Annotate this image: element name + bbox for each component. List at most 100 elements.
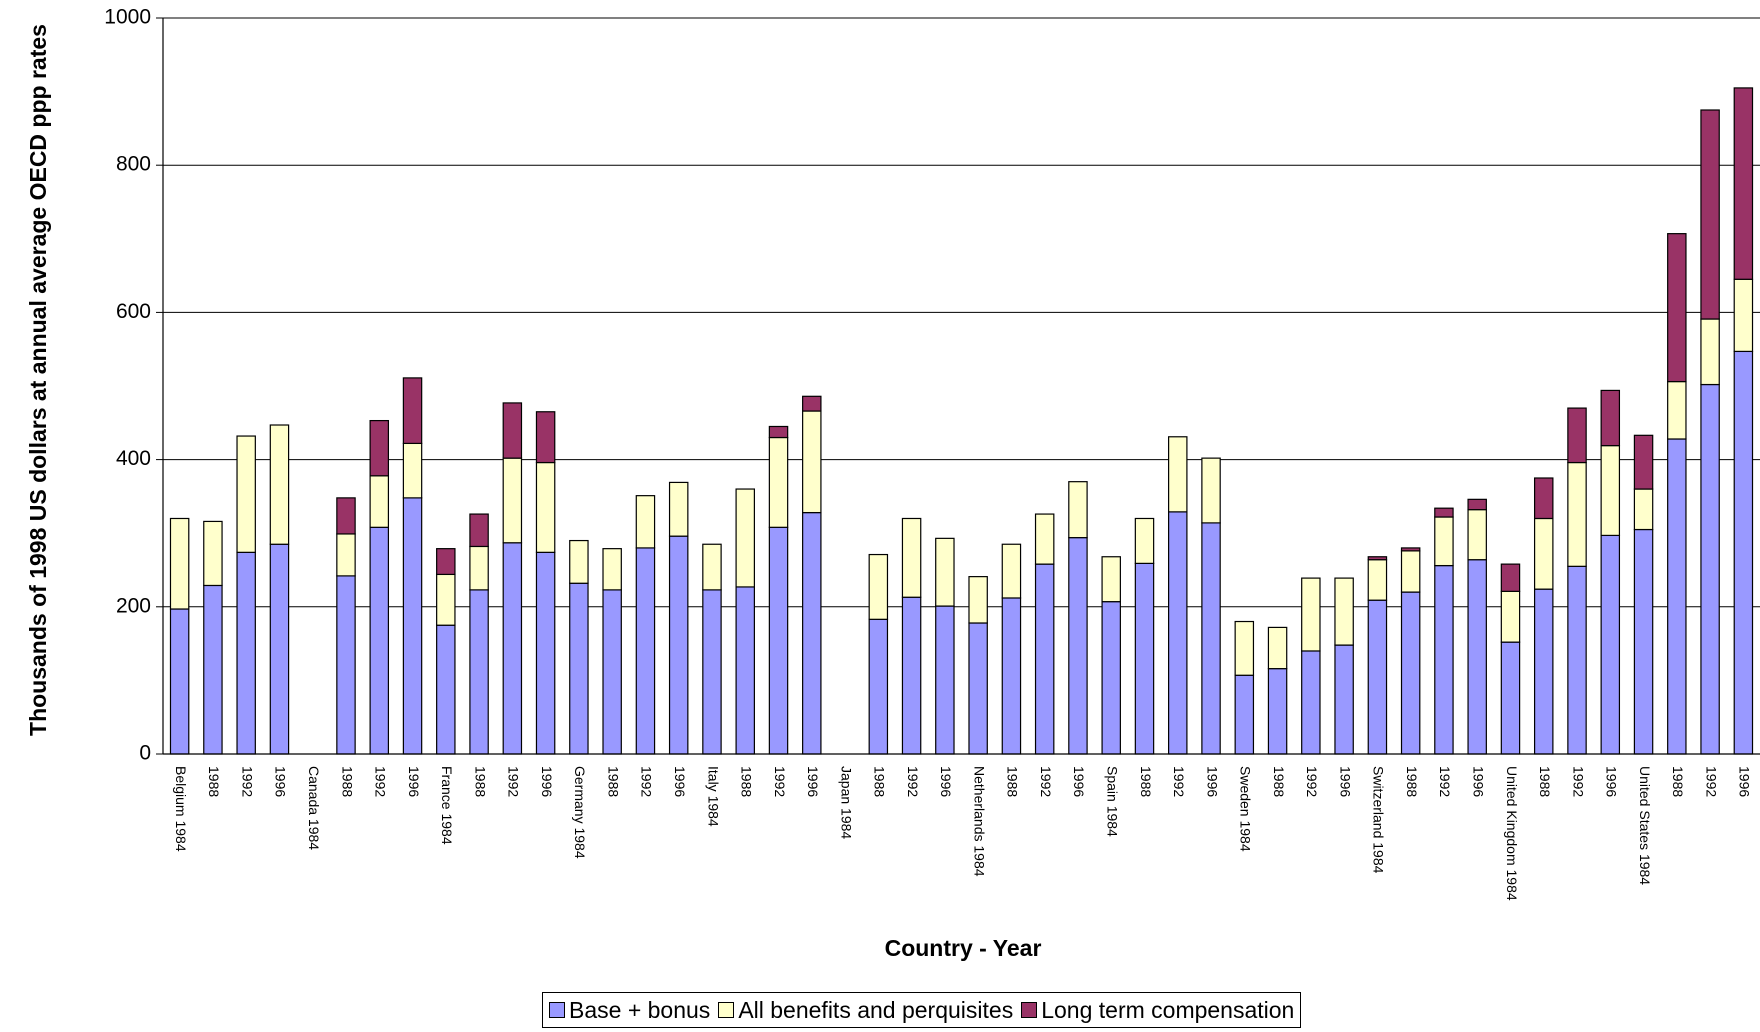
bar-segment — [269, 424, 290, 545]
bar-segment — [1134, 562, 1155, 755]
x-tick-label: United Kingdom 1984 — [1504, 766, 1520, 901]
bar-segment — [1600, 445, 1621, 537]
x-tick-label: 1992 — [1171, 766, 1187, 797]
bar-segment — [502, 542, 523, 755]
x-tick-label: 1992 — [905, 766, 921, 797]
bar-segment — [436, 548, 456, 576]
x-tick-label: France 1984 — [439, 766, 455, 845]
bar-segment — [1400, 591, 1421, 755]
bar-segment — [469, 513, 489, 548]
x-tick-label: 1992 — [373, 766, 389, 797]
bar-segment — [1667, 233, 1687, 383]
y-tick-label: 200 — [116, 594, 151, 617]
bar-segment — [1168, 436, 1188, 513]
bar-segment — [336, 533, 356, 577]
x-tick-label: 1996 — [539, 766, 555, 797]
bar-segment — [336, 575, 356, 755]
bar-segment — [469, 589, 489, 755]
bar-segment — [1733, 87, 1754, 280]
bar-segment — [369, 419, 390, 477]
legend-label: Long term compensation — [1041, 996, 1295, 1023]
x-tick-label: 1996 — [805, 766, 821, 797]
bar-segment — [1301, 577, 1321, 652]
legend: Base + bonus All benefits and perquisites… — [542, 992, 1302, 1028]
x-tick-label: 1996 — [1470, 766, 1486, 797]
bar-segment — [1633, 488, 1654, 531]
x-tick-label: 1988 — [1537, 766, 1553, 797]
x-tick-label: 1996 — [1337, 766, 1353, 797]
bar-segment — [1533, 477, 1554, 520]
bar-segment — [768, 436, 789, 528]
bar-segment — [802, 410, 822, 514]
x-tick-label: 1996 — [672, 766, 688, 797]
bar-segment — [1068, 481, 1088, 539]
x-tick-label: 1988 — [472, 766, 488, 797]
x-tick-label: 1988 — [339, 766, 355, 797]
bar-segment — [436, 573, 456, 626]
bar-segment — [1267, 668, 1288, 755]
x-tick-label: Italy 1984 — [705, 766, 721, 827]
bar-segment — [802, 511, 822, 755]
bar-segment — [535, 411, 556, 464]
bar-segment — [1733, 350, 1754, 755]
bar-segment — [1367, 556, 1388, 561]
bar-segment — [935, 537, 955, 607]
bar-segment — [1633, 434, 1654, 490]
x-tick-label: 1988 — [872, 766, 888, 797]
bar-segment — [968, 622, 988, 755]
bar-segment — [1700, 109, 1720, 320]
x-tick-label: Switzerland 1984 — [1371, 766, 1387, 874]
x-tick-label: Belgium 1984 — [173, 766, 189, 852]
x-tick-label: Japan 1984 — [838, 766, 854, 839]
bar-segment — [169, 517, 190, 610]
bar-segment — [702, 543, 722, 591]
bar-segment — [1201, 522, 1221, 755]
y-tick-label: 1000 — [104, 6, 151, 29]
bar-segment — [1500, 563, 1521, 592]
bar-segment — [1600, 534, 1621, 755]
x-tick-label: 1988 — [1670, 766, 1686, 797]
bar-segment — [1500, 641, 1521, 755]
x-tick-label: Sweden 1984 — [1238, 766, 1254, 852]
bar-segment — [402, 497, 423, 755]
bar-segment — [635, 547, 656, 755]
bar-segment — [1134, 517, 1155, 564]
legend-item: Long term compensation — [1021, 997, 1294, 1024]
bar-segment — [901, 596, 922, 755]
x-axis-title: Country - Year — [884, 935, 1042, 961]
bar-segment — [236, 551, 256, 755]
bar-segment — [369, 475, 390, 528]
bar-segment — [1434, 507, 1454, 518]
bar-segment — [369, 526, 390, 755]
bar-segment — [535, 551, 556, 755]
bar-segment — [269, 543, 290, 755]
bar-segment — [1034, 513, 1055, 565]
bar-segment — [402, 442, 423, 499]
x-tick-label: 1988 — [1005, 766, 1021, 797]
bar-segment — [1267, 626, 1288, 670]
x-tick-label: 1992 — [1437, 766, 1453, 797]
x-tick-label: 1996 — [1071, 766, 1087, 797]
bar-segment — [1700, 318, 1720, 386]
bar-segment — [1600, 389, 1621, 447]
bar-segment — [1301, 650, 1321, 755]
bar-segment — [1234, 620, 1255, 676]
bar-segment — [1633, 528, 1654, 755]
legend-item: Base + bonus — [549, 997, 710, 1024]
y-tick-label: 800 — [116, 153, 151, 176]
bar-segment — [1034, 563, 1055, 755]
x-tick-label: Germany 1984 — [572, 766, 588, 859]
x-tick-label: 1988 — [206, 766, 222, 797]
bar-segment — [1334, 644, 1354, 755]
x-tick-label: 1992 — [1703, 766, 1719, 797]
bar-segment — [569, 539, 589, 584]
x-tick-label: 1988 — [1404, 766, 1420, 797]
bar-segment — [1567, 565, 1587, 755]
y-axis-title: Thousands of 1998 US dollars at annual a… — [25, 24, 51, 736]
y-tick-label: 400 — [116, 447, 151, 470]
bar-segment — [735, 586, 755, 755]
bar-segment — [1667, 438, 1687, 755]
bar-segment — [402, 377, 423, 445]
bar-segment — [535, 461, 556, 553]
bar-segment — [602, 548, 622, 591]
